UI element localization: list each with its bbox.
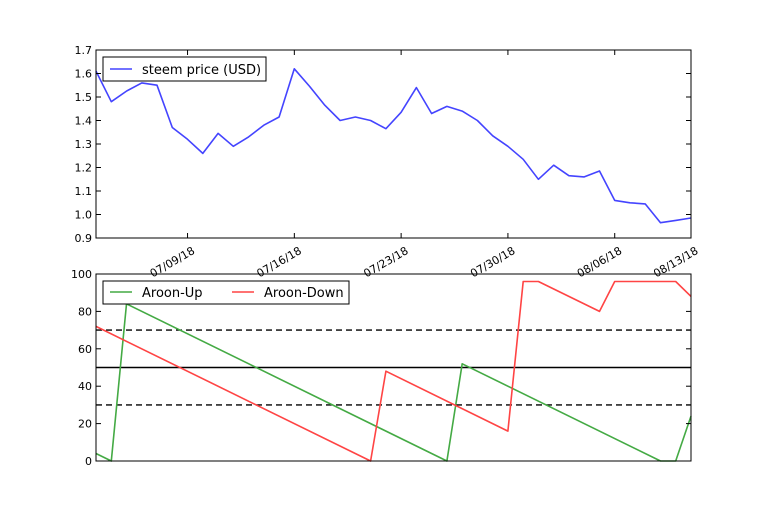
aroon-down-line bbox=[95, 280, 692, 462]
price-chart: 0.9 1.0 1.1 1.2 1.3 1.4 1.5 1.6 1.7 07/09/18 07/1… bbox=[75, 44, 701, 280]
price-legend: steem price (USD) bbox=[102, 56, 267, 82]
y-tick-label: 0.9 bbox=[75, 232, 93, 245]
y-tick-label: 1.4 bbox=[75, 115, 93, 128]
y-tick-label: 20 bbox=[78, 418, 92, 431]
aroon-legend-box bbox=[102, 280, 350, 305]
y-tick-label: 80 bbox=[78, 305, 92, 318]
aroon-legend: Aroon-Up Aroon-Down bbox=[102, 280, 350, 305]
x-tick-label: 07/30/18 bbox=[468, 244, 517, 280]
x-tick-label: 07/23/18 bbox=[361, 244, 410, 280]
price-legend-label: steem price (USD) bbox=[142, 63, 261, 78]
aroon-plot-frame bbox=[95, 273, 692, 462]
y-tick-label: 1.2 bbox=[75, 162, 93, 175]
y-tick-label: 1.1 bbox=[75, 185, 93, 198]
aroon-up-legend-label: Aroon-Up bbox=[142, 286, 203, 301]
y-tick-label: 1.6 bbox=[75, 68, 93, 81]
aroon-up-line bbox=[95, 303, 692, 462]
y-tick-label: 1.3 bbox=[75, 138, 93, 151]
y-tick-label: 1.5 bbox=[75, 91, 93, 104]
y-tick-label: 40 bbox=[78, 380, 92, 393]
y-tick-label: 1.7 bbox=[75, 44, 93, 57]
x-tick-label: 08/13/18 bbox=[651, 244, 700, 280]
y-tick-label: 60 bbox=[78, 343, 92, 356]
aroon-down-legend-label: Aroon-Down bbox=[264, 286, 344, 301]
y-tick-label: 100 bbox=[71, 268, 92, 281]
x-tick-label: 07/09/18 bbox=[148, 244, 197, 280]
price-series-line bbox=[95, 68, 692, 224]
x-tick-label: 07/16/18 bbox=[255, 244, 304, 280]
aroon-chart: 0 20 40 60 80 100 Aroon-Up Aroon-Down bbox=[71, 268, 692, 468]
y-tick-label: 1.0 bbox=[75, 209, 93, 222]
x-tick-label: 08/06/18 bbox=[575, 244, 624, 280]
y-tick-label: 0 bbox=[85, 455, 92, 468]
